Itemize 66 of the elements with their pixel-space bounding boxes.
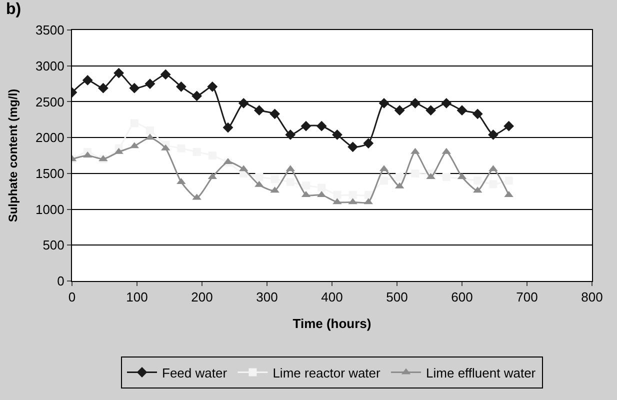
point xyxy=(146,126,154,134)
point xyxy=(426,105,436,116)
point xyxy=(114,68,124,78)
y-tick-label: 2000 xyxy=(35,130,64,146)
point xyxy=(378,98,390,108)
x-tick-label: 600 xyxy=(451,290,473,305)
point xyxy=(302,182,310,190)
x-tick-label: 100 xyxy=(126,290,148,305)
y-tick-label: 1500 xyxy=(35,166,64,181)
point xyxy=(238,98,249,108)
point xyxy=(82,75,93,86)
y-tick-label: 3500 xyxy=(35,22,64,38)
point xyxy=(176,81,186,92)
point xyxy=(348,142,358,152)
y-tick-label: 1000 xyxy=(35,202,64,217)
point xyxy=(410,98,420,108)
x-tick-label: 300 xyxy=(256,290,278,305)
x-tick-label: 800 xyxy=(581,290,603,305)
legend-label: Lime reactor water xyxy=(272,365,382,380)
point xyxy=(442,173,450,182)
point xyxy=(489,180,498,188)
point xyxy=(411,169,420,178)
y-tick-label: 3000 xyxy=(35,58,64,74)
point xyxy=(348,190,357,199)
point xyxy=(318,184,326,192)
y-tick-label: 2500 xyxy=(35,94,64,110)
y-tick-label: 500 xyxy=(42,238,64,253)
point xyxy=(144,78,156,89)
x-axis-title: Time (hours) xyxy=(292,316,372,332)
point xyxy=(380,176,388,185)
point xyxy=(396,173,404,182)
legend-label: Lime effluent water xyxy=(426,365,536,380)
point xyxy=(333,190,342,199)
point xyxy=(332,130,342,140)
point xyxy=(441,98,452,108)
point xyxy=(255,173,264,182)
x-tick-label: 200 xyxy=(191,290,213,305)
point xyxy=(300,120,312,132)
point xyxy=(504,176,513,185)
point xyxy=(456,105,468,116)
point xyxy=(254,105,264,116)
point xyxy=(160,69,171,80)
y-axis-title: Sulphate content (mg/l) xyxy=(6,88,20,222)
x-tick-label: 700 xyxy=(516,290,538,305)
x-tick-label: 400 xyxy=(321,290,343,305)
point xyxy=(363,138,374,149)
point xyxy=(98,82,108,94)
point xyxy=(474,176,482,185)
x-tick-label: 0 xyxy=(68,290,76,305)
point xyxy=(286,178,294,186)
point xyxy=(394,105,405,116)
point xyxy=(129,82,140,94)
point xyxy=(192,90,202,102)
point xyxy=(285,130,296,140)
point xyxy=(207,81,218,92)
x-tick-label: 500 xyxy=(386,290,408,305)
y-tick-label: 0 xyxy=(57,274,64,289)
point xyxy=(488,130,498,140)
point xyxy=(472,108,483,120)
point xyxy=(222,122,234,133)
point xyxy=(270,175,279,184)
point xyxy=(316,120,327,132)
legend-label: Feed water xyxy=(162,365,228,380)
point xyxy=(270,108,280,120)
chart-title: b) xyxy=(6,1,22,18)
point xyxy=(504,120,514,132)
